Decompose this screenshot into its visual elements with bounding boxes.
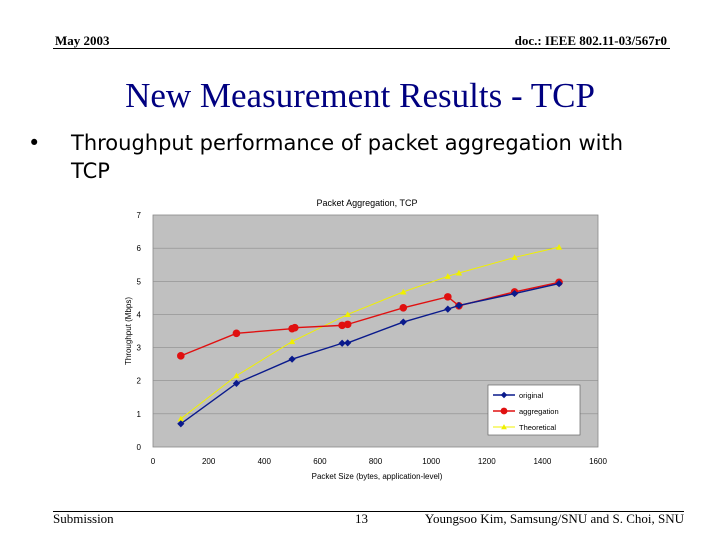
series-theoretical [177, 243, 563, 422]
x-tick-200: 200 [202, 457, 216, 466]
point-aggregation [444, 293, 452, 301]
point-original [288, 355, 296, 363]
y-tick-6: 6 [137, 244, 142, 253]
point-original [344, 339, 352, 347]
point-theoretical [288, 338, 296, 345]
y-axis-label: Throughput (Mbps) [124, 297, 133, 365]
header-rule [53, 48, 670, 49]
point-theoretical [455, 269, 463, 276]
point-original [177, 420, 185, 428]
x-tick-1600: 1600 [589, 457, 607, 466]
x-tick-0: 0 [151, 457, 156, 466]
y-tick-0: 0 [137, 443, 142, 452]
point-theoretical [444, 273, 452, 279]
point-original [555, 280, 563, 288]
point-original [232, 379, 241, 387]
legend: original aggregation Theoretical [487, 384, 581, 436]
legend-label-original: original [519, 391, 544, 400]
x-tick-600: 600 [313, 457, 327, 466]
bullet-text: Throughput performance of packet aggrega… [71, 131, 623, 183]
y-tick-4: 4 [137, 310, 142, 319]
legend-marker-theoretical [501, 424, 507, 430]
footer-authors: Youngsoo Kim, Samsung/SNU and S. Choi, S… [424, 511, 684, 526]
legend-item-aggregation: aggregation [493, 407, 559, 416]
legend-label-aggregation: aggregation [519, 407, 559, 416]
x-tick-400: 400 [258, 457, 272, 466]
series-layer [177, 243, 563, 428]
x-tick-1400: 1400 [533, 457, 551, 466]
y-tick-5: 5 [137, 277, 142, 286]
point-aggregation [177, 352, 185, 360]
throughput-chart: Packet Aggregation, TCP 0 1 2 3 4 5 6 7 0 200 400 6… [124, 198, 608, 481]
bullet-item: • Throughput performance of packet aggre… [28, 129, 668, 185]
x-axis-label: Packet Size (bytes, application-level) [312, 472, 443, 481]
legend-label-theoretical: Theoretical [519, 423, 556, 432]
axis-ticks: 0 1 2 3 4 5 6 7 0 200 400 600 800 1000 1200 1400 1600 [137, 211, 608, 466]
point-theoretical [400, 288, 407, 295]
footer-rule [53, 511, 684, 512]
point-aggregation [399, 304, 408, 312]
header-date: May 2003 [55, 33, 110, 48]
point-original [338, 339, 346, 347]
bullet-marker: • [28, 131, 41, 155]
x-tick-800: 800 [369, 457, 383, 466]
point-original [510, 289, 519, 298]
legend-marker-original [500, 391, 508, 399]
legend-item-original: original [493, 391, 544, 400]
point-theoretical [555, 243, 563, 250]
chart-title: Packet Aggregation, TCP [317, 198, 418, 208]
series-line-original [180, 282, 560, 425]
point-theoretical [511, 254, 518, 260]
point-theoretical [177, 415, 185, 422]
footer-page-number: 13 [355, 511, 368, 526]
legend-marker-aggregation [500, 407, 508, 415]
x-tick-1200: 1200 [478, 457, 496, 466]
point-aggregation [343, 320, 352, 329]
x-tick-1000: 1000 [422, 457, 440, 466]
footer-submission: Submission [53, 511, 114, 526]
y-tick-1: 1 [137, 410, 142, 419]
y-tick-3: 3 [137, 344, 142, 353]
point-theoretical [344, 311, 351, 317]
y-tick-2: 2 [137, 377, 142, 386]
legend-item-theoretical: Theoretical [493, 423, 556, 432]
point-aggregation [291, 323, 299, 332]
header-doc-id: doc.: IEEE 802.11-03/567r0 [514, 33, 667, 48]
point-theoretical [233, 372, 240, 379]
y-tick-7: 7 [137, 211, 142, 220]
point-aggregation [232, 329, 241, 338]
slide-title: New Measurement Results - TCP [125, 76, 595, 115]
